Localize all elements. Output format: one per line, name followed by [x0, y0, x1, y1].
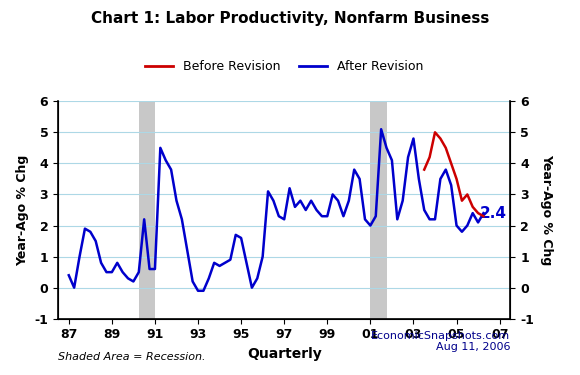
X-axis label: Quarterly: Quarterly — [247, 347, 321, 361]
Y-axis label: Year-Ago % Chg: Year-Ago % Chg — [16, 154, 29, 266]
Text: Chart 1: Labor Productivity, Nonfarm Business: Chart 1: Labor Productivity, Nonfarm Bus… — [91, 11, 489, 26]
Bar — [371, 101, 386, 319]
Text: 2.4: 2.4 — [480, 206, 508, 220]
Text: EconomicSnapshots.com
Aug 11, 2006: EconomicSnapshots.com Aug 11, 2006 — [371, 331, 510, 352]
Y-axis label: Year-Ago % Chg: Year-Ago % Chg — [541, 154, 553, 266]
Text: Shaded Area = Recession.: Shaded Area = Recession. — [58, 352, 205, 362]
Bar — [139, 101, 155, 319]
Legend: Before Revision, After Revision: Before Revision, After Revision — [140, 55, 428, 78]
